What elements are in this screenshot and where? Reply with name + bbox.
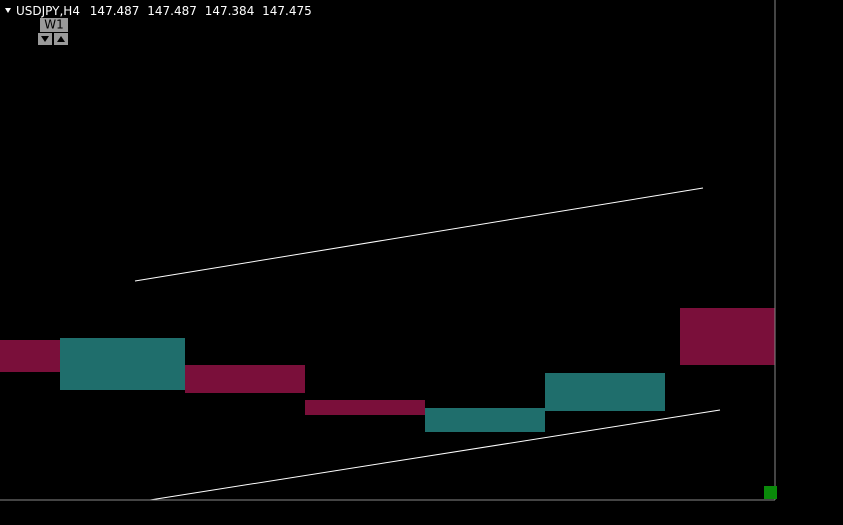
- demand-zone: [60, 338, 185, 390]
- demand-zone: [425, 408, 545, 432]
- supply-zone: [0, 340, 60, 372]
- supply-zone: [680, 308, 775, 365]
- trend-line: [134, 187, 704, 282]
- period-marker: W1: [38, 18, 68, 45]
- header: USDJPY,H4 147.487 147.487 147.384 147.47…: [5, 4, 312, 18]
- header-close: 147.475: [262, 4, 312, 18]
- up-arrow: [57, 36, 65, 42]
- menu-arrow[interactable]: [5, 8, 11, 13]
- price-axis: [775, 0, 843, 525]
- time-axis: [0, 500, 843, 525]
- zones: [0, 308, 775, 432]
- trend-line: [149, 409, 721, 501]
- demand-zone: [545, 373, 665, 411]
- header-high: 147.487: [147, 4, 197, 18]
- marker-box: [40, 18, 68, 32]
- supply-zone: [185, 365, 305, 393]
- marker-label: W1: [44, 18, 64, 32]
- header-low: 147.384: [205, 4, 255, 18]
- symbol: USDJPY,H4: [16, 4, 80, 18]
- indicator-button[interactable]: [764, 486, 777, 499]
- header-text: USDJPY,H4 147.487 147.487 147.384 147.47…: [16, 4, 312, 18]
- supply-zone: [305, 400, 425, 415]
- header-open: 147.487: [90, 4, 140, 18]
- down-arrow: [41, 36, 49, 42]
